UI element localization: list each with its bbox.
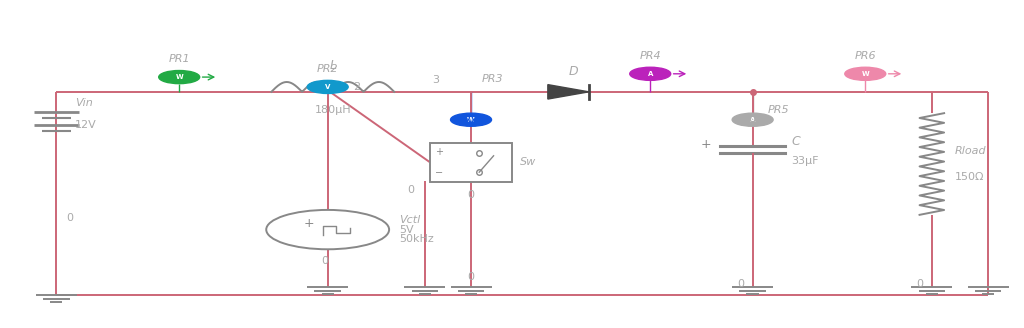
Text: PR5: PR5 <box>768 105 790 115</box>
Text: W: W <box>467 117 475 123</box>
Circle shape <box>159 71 200 84</box>
Text: Vctl: Vctl <box>399 215 421 225</box>
Text: +: + <box>435 147 443 156</box>
Text: W: W <box>861 71 869 77</box>
Text: +: + <box>701 138 712 151</box>
Text: 180μH: 180μH <box>314 105 351 115</box>
Text: +: + <box>304 216 314 230</box>
Circle shape <box>451 113 492 126</box>
Text: V: V <box>325 84 331 90</box>
Text: 33μF: 33μF <box>792 156 819 166</box>
Text: 150Ω: 150Ω <box>954 172 984 182</box>
Circle shape <box>307 80 348 93</box>
Text: Vin: Vin <box>75 98 92 108</box>
Circle shape <box>630 67 671 80</box>
Text: D: D <box>568 65 579 78</box>
Text: C: C <box>792 134 801 148</box>
Text: 0: 0 <box>916 279 924 289</box>
Text: 0: 0 <box>322 256 328 266</box>
Text: 12V: 12V <box>75 120 96 130</box>
Text: 50kHz: 50kHz <box>399 235 434 244</box>
Text: −: − <box>435 168 443 178</box>
Text: 5V: 5V <box>399 225 414 235</box>
Text: 3: 3 <box>432 75 438 85</box>
Text: A: A <box>750 117 756 123</box>
Text: 2: 2 <box>353 82 360 92</box>
Text: 0: 0 <box>468 190 474 200</box>
Text: Rload: Rload <box>954 146 986 156</box>
Text: A: A <box>647 71 653 77</box>
Text: W: W <box>175 74 183 80</box>
Polygon shape <box>548 85 589 99</box>
Circle shape <box>732 113 773 126</box>
Text: PR6: PR6 <box>854 51 877 61</box>
Text: 0: 0 <box>408 185 415 195</box>
Text: 0: 0 <box>737 279 744 289</box>
Text: PR1: PR1 <box>168 54 190 64</box>
Text: 0: 0 <box>67 213 74 223</box>
Text: PR4: PR4 <box>639 51 662 61</box>
Text: Sw: Sw <box>520 157 537 167</box>
Text: PR2: PR2 <box>316 64 339 74</box>
Circle shape <box>845 67 886 80</box>
Text: 0: 0 <box>468 272 474 282</box>
Text: PR3: PR3 <box>481 74 503 84</box>
Bar <box>430 143 512 182</box>
Text: L: L <box>330 59 336 72</box>
